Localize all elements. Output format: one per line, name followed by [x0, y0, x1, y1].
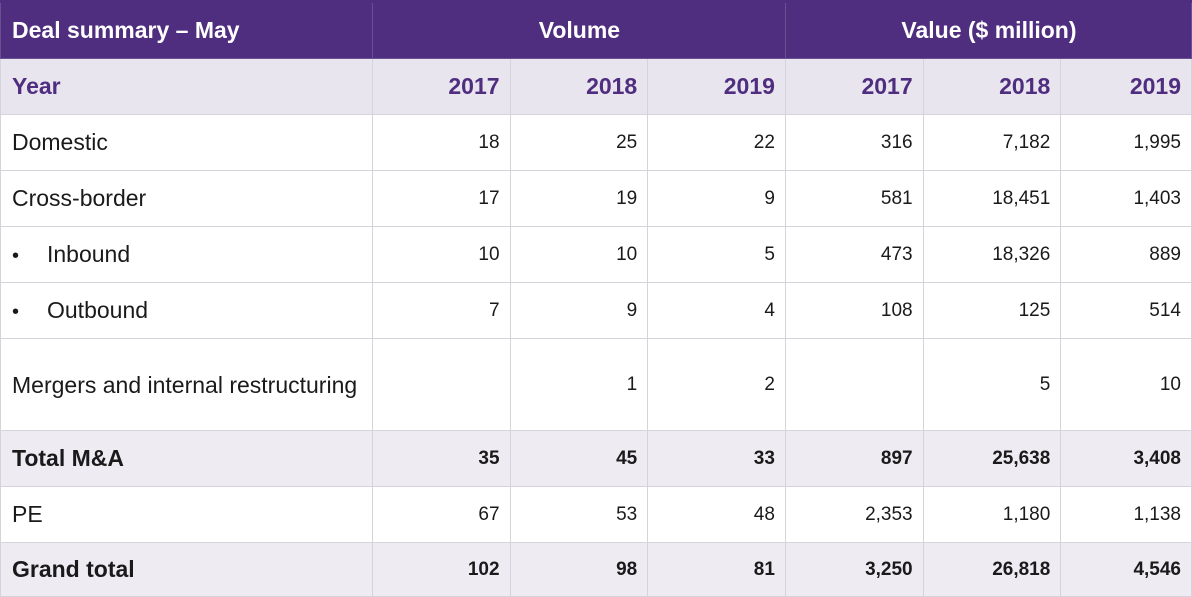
volume-group-header: Volume: [371, 0, 786, 59]
cell: 889: [1060, 226, 1192, 283]
cell: 98: [509, 542, 649, 597]
cell: 35: [371, 430, 511, 487]
value-group-header: Value ($ million): [784, 0, 1192, 59]
group-header-row: Deal summary – May Volume Value ($ milli…: [0, 0, 1192, 59]
cell: 581: [784, 170, 924, 227]
year-header-volume-2019: 2019: [647, 58, 786, 115]
cell: 5: [922, 338, 1062, 431]
cell: 7: [371, 282, 511, 339]
cell: 18,451: [922, 170, 1062, 227]
year-header-value-2019: 2019: [1060, 58, 1192, 115]
row-label: Grand total: [0, 542, 373, 597]
year-header-volume-2017: 2017: [371, 58, 511, 115]
cell: 25,638: [922, 430, 1062, 487]
cell: 108: [784, 282, 924, 339]
year-header-volume-2018: 2018: [509, 58, 649, 115]
cell: 1: [509, 338, 649, 431]
cell: 17: [371, 170, 511, 227]
row-pe: PE 67 53 48 2,353 1,180 1,138: [0, 486, 1192, 543]
cell: 4,546: [1060, 542, 1192, 597]
cell: 473: [784, 226, 924, 283]
bullet-icon: •: [12, 301, 20, 323]
cell: 81: [647, 542, 786, 597]
row-label-with-bullet: • Inbound: [0, 226, 373, 283]
year-header-row: Year 2017 2018 2019 2017 2018 2019: [0, 58, 1192, 115]
row-label-text: Inbound: [47, 241, 131, 267]
cell: 9: [647, 170, 786, 227]
cell: 10: [371, 226, 511, 283]
cell: 33: [647, 430, 786, 487]
cell: 125: [922, 282, 1062, 339]
cell: 2,353: [784, 486, 924, 543]
cell: 2: [647, 338, 786, 431]
cell: 18: [371, 114, 511, 171]
year-label: Year: [0, 58, 373, 115]
row-inbound: • Inbound 10 10 5 473 18,326 889: [0, 226, 1192, 283]
row-label: Cross-border: [0, 170, 373, 227]
row-label-with-bullet: • Outbound: [0, 282, 373, 339]
cell: 10: [509, 226, 649, 283]
row-grand-total: Grand total 102 98 81 3,250 26,818 4,546: [0, 542, 1192, 597]
cell: 25: [509, 114, 649, 171]
table-title: Deal summary – May: [0, 0, 373, 59]
row-label-text: Outbound: [47, 297, 149, 323]
row-cross-border: Cross-border 17 19 9 581 18,451 1,403: [0, 170, 1192, 227]
cell: 9: [509, 282, 649, 339]
cell: 26,818: [922, 542, 1062, 597]
row-label: Mergers and internal restructuring: [0, 338, 373, 431]
cell: 3,408: [1060, 430, 1192, 487]
cell: 19: [509, 170, 649, 227]
cell: 316: [784, 114, 924, 171]
cell: 45: [509, 430, 649, 487]
cell: 897: [784, 430, 924, 487]
cell: 22: [647, 114, 786, 171]
bullet-icon: •: [12, 245, 20, 267]
cell: 1,180: [922, 486, 1062, 543]
cell: 53: [509, 486, 649, 543]
row-label: Total M&A: [0, 430, 373, 487]
cell: 514: [1060, 282, 1192, 339]
row-label: Domestic: [0, 114, 373, 171]
cell: [371, 338, 511, 431]
cell: 1,995: [1060, 114, 1192, 171]
cell: 4: [647, 282, 786, 339]
row-total-ma: Total M&A 35 45 33 897 25,638 3,408: [0, 430, 1192, 487]
cell: 7,182: [922, 114, 1062, 171]
cell: 18,326: [922, 226, 1062, 283]
cell: 67: [371, 486, 511, 543]
cell: [784, 338, 924, 431]
row-label: PE: [0, 486, 373, 543]
year-header-value-2017: 2017: [784, 58, 924, 115]
cell: 1,403: [1060, 170, 1192, 227]
cell: 48: [647, 486, 786, 543]
row-outbound: • Outbound 7 9 4 108 125 514: [0, 282, 1192, 339]
cell: 5: [647, 226, 786, 283]
cell: 102: [371, 542, 511, 597]
row-mergers: Mergers and internal restructuring 1 2 5…: [0, 338, 1192, 431]
cell: 1,138: [1060, 486, 1192, 543]
year-header-value-2018: 2018: [922, 58, 1062, 115]
row-domestic: Domestic 18 25 22 316 7,182 1,995: [0, 114, 1192, 171]
cell: 10: [1060, 338, 1192, 431]
cell: 3,250: [784, 542, 924, 597]
